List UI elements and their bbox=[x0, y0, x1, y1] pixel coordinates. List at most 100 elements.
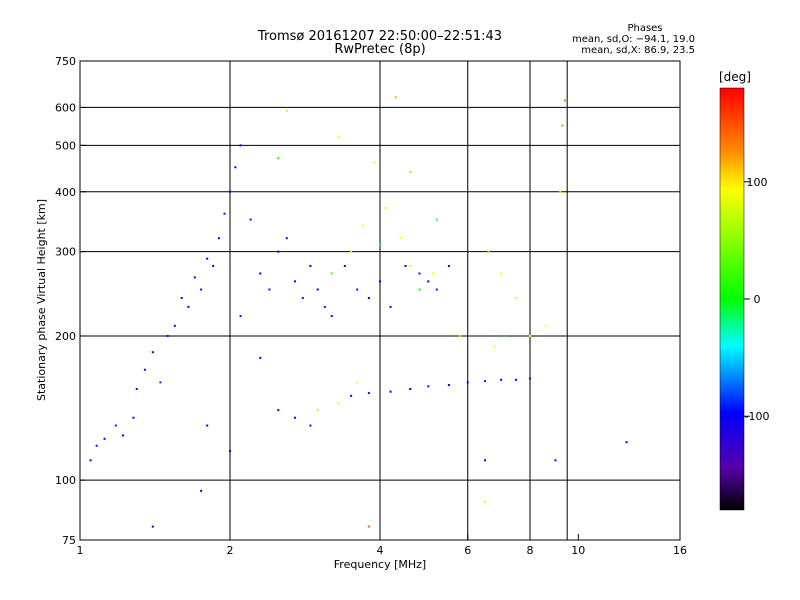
y-tick-label: 300 bbox=[55, 246, 76, 259]
data-point bbox=[229, 190, 231, 193]
data-point bbox=[212, 264, 215, 267]
x-tick-label: 1 bbox=[77, 544, 84, 557]
data-point bbox=[394, 96, 397, 99]
data-point bbox=[151, 351, 154, 354]
data-point bbox=[367, 525, 370, 528]
data-point bbox=[259, 356, 262, 359]
data-point bbox=[122, 434, 125, 437]
data-point bbox=[132, 416, 135, 419]
data-point bbox=[143, 368, 146, 371]
data-point bbox=[89, 459, 92, 462]
data-point bbox=[379, 280, 381, 283]
data-point bbox=[515, 378, 518, 381]
data-point bbox=[151, 525, 154, 528]
data-point bbox=[427, 385, 430, 388]
data-point bbox=[554, 459, 557, 462]
stats-o-line: mean, sd,O: −94.1, 19.0 bbox=[572, 34, 695, 45]
data-point bbox=[206, 257, 209, 260]
data-point bbox=[515, 297, 518, 300]
data-point bbox=[409, 387, 412, 390]
data-point bbox=[373, 161, 376, 164]
data-point bbox=[173, 324, 176, 327]
data-point bbox=[217, 237, 220, 240]
colorbar bbox=[719, 87, 745, 511]
data-point bbox=[187, 305, 190, 308]
x-tick-label: 8 bbox=[527, 544, 534, 557]
data-point bbox=[367, 297, 370, 300]
data-point bbox=[223, 212, 226, 215]
data-point bbox=[418, 288, 421, 291]
data-point bbox=[484, 501, 487, 504]
plot-frame bbox=[79, 60, 681, 541]
data-point bbox=[323, 305, 326, 308]
data-point bbox=[431, 272, 434, 275]
data-point bbox=[103, 437, 106, 440]
data-point bbox=[435, 218, 438, 221]
x-tick-label: 6 bbox=[464, 544, 471, 557]
data-point bbox=[285, 237, 288, 240]
data-point bbox=[166, 334, 169, 337]
data-point bbox=[466, 381, 469, 384]
data-point bbox=[200, 489, 203, 492]
data-point bbox=[350, 250, 353, 253]
data-point bbox=[356, 381, 359, 384]
data-point bbox=[544, 324, 547, 327]
data-point bbox=[384, 206, 387, 209]
data-point bbox=[239, 144, 242, 147]
data-point bbox=[529, 334, 531, 337]
data-point bbox=[418, 272, 421, 275]
data-point bbox=[114, 424, 117, 427]
data-point bbox=[559, 190, 562, 193]
data-point bbox=[135, 387, 138, 390]
data-point bbox=[293, 280, 296, 283]
data-point bbox=[484, 459, 487, 462]
data-point bbox=[200, 288, 203, 291]
data-point bbox=[409, 264, 412, 267]
data-point bbox=[563, 99, 566, 102]
data-point bbox=[316, 288, 319, 291]
x-tick-label: 10 bbox=[571, 544, 585, 557]
data-point bbox=[459, 334, 462, 337]
stats-heading: Phases bbox=[627, 23, 662, 34]
data-point bbox=[356, 288, 359, 291]
data-point bbox=[399, 237, 402, 240]
chart-subtitle: RwPretec (8p) bbox=[334, 42, 425, 57]
data-point bbox=[561, 124, 564, 127]
colorbar-tick-label: 0 bbox=[754, 293, 761, 306]
data-point bbox=[159, 381, 162, 384]
data-point bbox=[180, 297, 183, 300]
data-point bbox=[404, 264, 407, 267]
data-point bbox=[500, 378, 503, 381]
x-tick-label: 16 bbox=[673, 544, 687, 557]
data-point bbox=[350, 394, 353, 397]
data-point bbox=[234, 166, 237, 169]
x-tick-label: 4 bbox=[377, 544, 384, 557]
data-point bbox=[249, 218, 252, 221]
data-point bbox=[493, 345, 496, 348]
data-point bbox=[309, 424, 312, 427]
y-tick-label: 600 bbox=[55, 101, 76, 114]
data-point bbox=[206, 424, 209, 427]
data-point bbox=[277, 250, 280, 253]
colorbar-tick-label: 100 bbox=[747, 176, 768, 189]
data-point bbox=[316, 409, 319, 412]
y-tick-label: 200 bbox=[55, 330, 76, 343]
data-point bbox=[435, 288, 438, 291]
data-point bbox=[487, 250, 490, 253]
stats-x-line: mean, sd,X: 86.9, 23.5 bbox=[581, 45, 695, 56]
data-point bbox=[330, 315, 333, 318]
data-point bbox=[500, 272, 503, 275]
data-point bbox=[293, 416, 296, 419]
colorbar-label: [deg] bbox=[719, 70, 751, 84]
y-tick-label: 750 bbox=[55, 55, 76, 68]
data-point bbox=[330, 272, 333, 275]
data-point bbox=[285, 109, 288, 112]
data-point bbox=[447, 383, 450, 386]
y-tick-label: 400 bbox=[55, 186, 76, 199]
data-point bbox=[529, 377, 531, 380]
data-point bbox=[229, 450, 231, 453]
data-point bbox=[484, 380, 487, 383]
data-point bbox=[389, 390, 392, 393]
data-point bbox=[367, 392, 370, 395]
data-point bbox=[95, 444, 98, 447]
